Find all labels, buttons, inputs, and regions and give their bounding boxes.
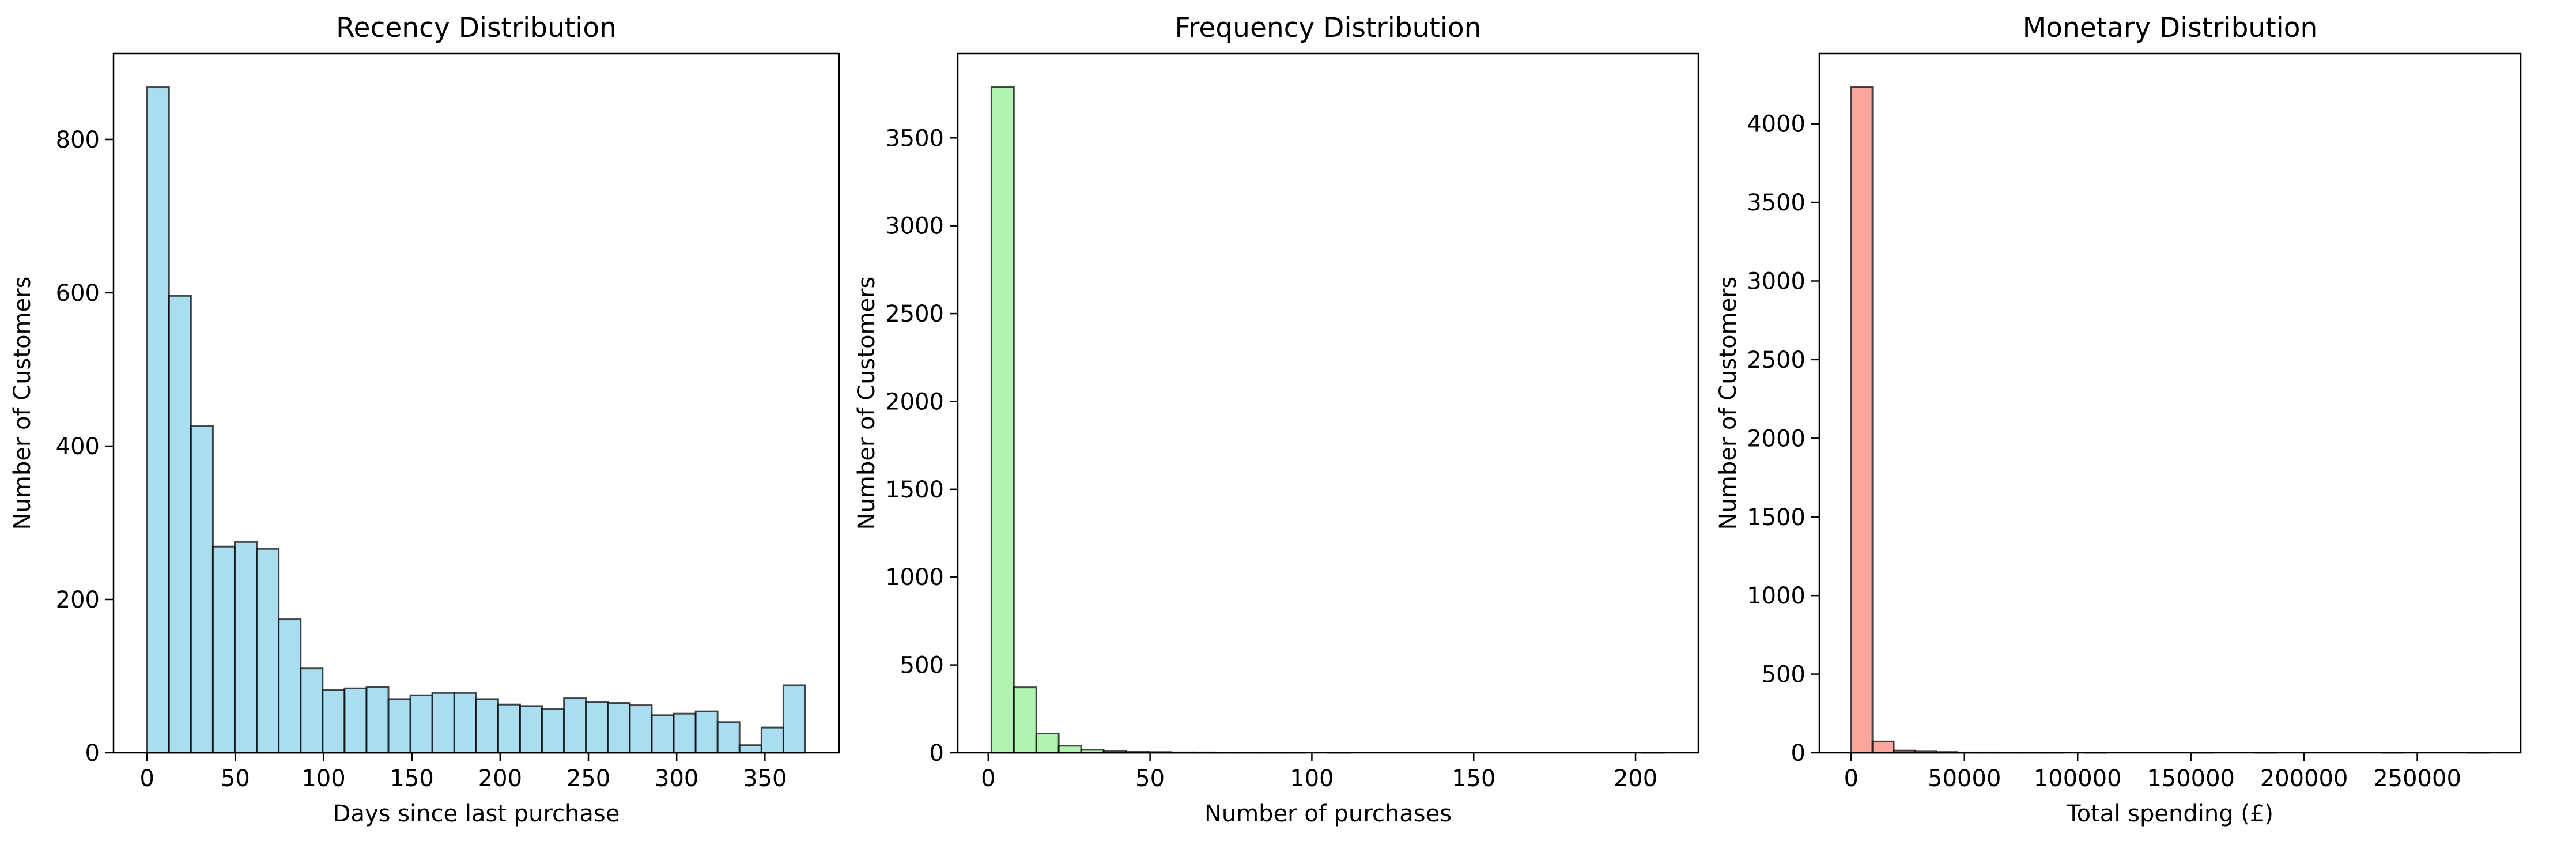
recency-bar	[760, 726, 784, 754]
frequency-x-tick-label: 50	[1135, 765, 1165, 792]
recency-bar	[211, 545, 236, 754]
recency-x-tick-label: 0	[139, 765, 154, 792]
monetary-x-tick-label: 250000	[2373, 765, 2461, 792]
recency-y-tick-label: 600	[56, 280, 100, 307]
frequency-x-tick-label: 200	[1614, 765, 1657, 792]
monetary-y-tick-label: 500	[1762, 662, 1806, 688]
recency-bar	[190, 425, 214, 754]
frequency-x-tick-label: 0	[981, 765, 995, 792]
frequency-axes-frame	[957, 52, 1699, 754]
frequency-bar	[1035, 732, 1060, 754]
monetary-y-tick-label: 1500	[1747, 504, 1806, 531]
recency-bar	[607, 702, 631, 754]
recency-bar	[300, 667, 324, 754]
recency-bar	[343, 687, 368, 754]
recency-bar	[673, 712, 697, 754]
frequency-y-tick-label: 2000	[885, 388, 944, 415]
recency-panel: 0 50 100 150 200 250 300 350 0 200 400 600 800 Recenc…	[9, 12, 840, 827]
monetary-x-tick-label: 200000	[2260, 765, 2348, 792]
recency-bar	[782, 684, 806, 754]
monetary-y-tick-label: 2500	[1747, 347, 1806, 374]
recency-x-tick-label: 200	[478, 765, 522, 792]
monetary-y-tick-label: 3000	[1747, 269, 1806, 295]
frequency-chart-title: Frequency Distribution	[1175, 12, 1482, 44]
recency-bar	[629, 704, 653, 754]
recency-bar	[322, 689, 346, 754]
frequency-x-tick-label: 150	[1452, 765, 1495, 792]
monetary-y-tick-label: 3500	[1747, 190, 1806, 216]
recency-x-tick-label: 50	[221, 765, 250, 792]
monetary-y-tick-label: 4000	[1747, 111, 1806, 138]
frequency-x-tick-label: 100	[1290, 765, 1334, 792]
recency-bar	[365, 686, 390, 754]
frequency-y-tick-label: 500	[900, 652, 944, 679]
recency-bar	[541, 708, 565, 754]
recency-x-tick-label: 350	[743, 765, 787, 792]
recency-x-tick-label: 100	[301, 765, 345, 792]
frequency-bar	[1013, 686, 1037, 754]
recency-bar	[453, 692, 477, 754]
recency-y-axis-label: Number of Customers	[9, 277, 36, 530]
recency-x-tick-label: 150	[390, 765, 434, 792]
monetary-axes-frame	[1818, 52, 2522, 754]
frequency-y-tick-label: 2500	[885, 301, 944, 327]
frequency-y-tick-label: 1500	[885, 477, 944, 503]
monetary-y-axis-label: Number of Customers	[1715, 277, 1742, 530]
monetary-y-tick-label: 2000	[1747, 425, 1806, 452]
frequency-x-axis-label: Number of purchases	[1204, 801, 1452, 827]
recency-x-tick-label: 250	[566, 765, 610, 792]
recency-bar	[168, 295, 192, 754]
recency-bar	[409, 694, 433, 754]
recency-bar	[431, 692, 455, 754]
recency-bar	[387, 698, 411, 754]
recency-chart-title: Recency Distribution	[336, 12, 617, 44]
monetary-panel: 0 50000 100000 150000 200000 250000 0 500 1000 15…	[1715, 12, 2522, 827]
recency-y-tick-label: 0	[85, 740, 100, 767]
monetary-x-tick-label: 100000	[2034, 765, 2122, 792]
frequency-bar	[1057, 745, 1082, 754]
monetary-bar	[1850, 86, 1874, 754]
recency-bar	[497, 703, 521, 754]
recency-bar	[694, 710, 719, 754]
recency-bar	[519, 705, 543, 754]
frequency-y-tick-label: 3000	[885, 213, 944, 240]
recency-y-tick-label: 800	[56, 127, 100, 153]
monetary-x-tick-label: 50000	[1928, 765, 2001, 792]
recency-x-axis-label: Days since last purchase	[333, 801, 620, 827]
recency-y-tick-label: 400	[56, 433, 100, 460]
monetary-chart-title: Monetary Distribution	[2023, 12, 2318, 44]
frequency-bar	[990, 86, 1015, 754]
frequency-y-tick-label: 0	[930, 740, 944, 767]
monetary-x-tick-label: 0	[1844, 765, 1859, 792]
recency-bar	[256, 548, 280, 754]
recency-bar	[278, 618, 302, 754]
frequency-panel: 0 50 100 150 2000500100015002000250030003500…	[853, 12, 1699, 827]
recency-bar	[585, 701, 609, 754]
frequency-y-tick-label: 1000	[885, 564, 944, 591]
frequency-y-tick-label: 3500	[885, 125, 944, 152]
recency-bar	[563, 697, 587, 754]
monetary-x-tick-label: 150000	[2147, 765, 2235, 792]
monetary-y-tick-label: 1000	[1747, 583, 1806, 609]
monetary-y-tick-label: 0	[1791, 740, 1806, 767]
recency-x-tick-label: 300	[655, 765, 698, 792]
frequency-y-axis-label: Number of Customers	[853, 277, 880, 530]
monetary-x-axis-label: Total spending (£)	[2066, 801, 2273, 827]
recency-bar	[651, 714, 675, 754]
recency-bar	[475, 698, 499, 754]
recency-bar	[146, 86, 170, 754]
recency-y-tick-label: 200	[56, 587, 100, 613]
monetary-bar	[1871, 740, 1895, 754]
recency-bar	[738, 744, 762, 754]
recency-bar	[234, 541, 258, 754]
recency-bar	[716, 721, 741, 754]
recency-axes-frame	[112, 52, 840, 754]
